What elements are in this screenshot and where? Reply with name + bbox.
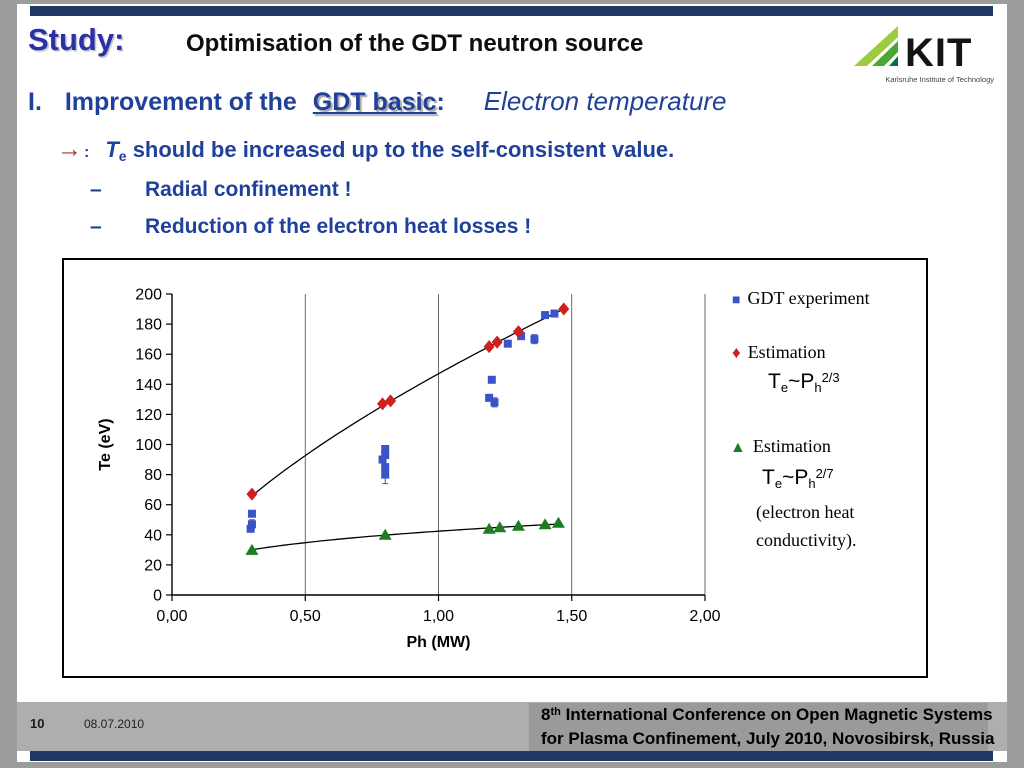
heading-lead: Improvement of the bbox=[64, 88, 297, 116]
legend-experiment-label: GDT experiment bbox=[747, 288, 870, 308]
dash-icon: – bbox=[90, 178, 102, 201]
formula-superscript: 2/3 bbox=[821, 370, 840, 385]
legend-estimation2-label: Estimation bbox=[752, 436, 831, 456]
sub-bullet-text: Radial confinement ! bbox=[145, 178, 352, 201]
formula-symbol: T bbox=[762, 466, 775, 489]
svg-text:80: 80 bbox=[144, 467, 162, 484]
sub-bullet-text: Reduction of the electron heat losses ! bbox=[145, 215, 532, 238]
legend-triangle-marker-icon: ▲ bbox=[730, 439, 746, 456]
te-symbol: T bbox=[105, 137, 119, 162]
svg-text:Te (eV): Te (eV) bbox=[97, 418, 114, 470]
heading-numeral: I. bbox=[28, 88, 42, 116]
conference-box: 8th International Conference on Open Mag… bbox=[529, 703, 995, 751]
svg-text:20: 20 bbox=[144, 557, 162, 574]
svg-text:Ph (MW): Ph (MW) bbox=[407, 634, 471, 651]
conference-number: 8 bbox=[541, 705, 551, 724]
heading-emphasis: Electron temperature bbox=[483, 86, 727, 116]
svg-text:1,00: 1,00 bbox=[423, 608, 454, 625]
formula-symbol: T bbox=[768, 370, 781, 393]
svg-text:2,00: 2,00 bbox=[689, 608, 720, 625]
kit-wordmark: KIT bbox=[905, 31, 973, 75]
kit-logo: KIT Karlsruhe Institute of Technology bbox=[852, 24, 994, 84]
arrow-bullet: →: Te should be increased up to the self-… bbox=[57, 135, 674, 164]
kit-logo-icon bbox=[852, 24, 900, 73]
conference-text: International Conference on Open Magneti… bbox=[560, 705, 993, 724]
svg-text:0,00: 0,00 bbox=[156, 608, 187, 625]
formula-subscript: e bbox=[774, 476, 783, 491]
top-navy-bar bbox=[30, 6, 993, 16]
arrow-icon: → bbox=[57, 135, 82, 163]
svg-text:1,50: 1,50 bbox=[556, 608, 587, 625]
arrow-colon: : bbox=[84, 144, 90, 161]
formula-subscript: h bbox=[814, 380, 822, 395]
formula-superscript: 2/7 bbox=[815, 466, 834, 481]
svg-text:200: 200 bbox=[135, 287, 162, 304]
conference-ordinal: th bbox=[550, 706, 561, 718]
svg-text:0: 0 bbox=[153, 588, 162, 605]
legend-square-marker-icon: ■ bbox=[732, 293, 741, 308]
legend-item-estimation-1: ♦ Estimation bbox=[732, 342, 826, 363]
dash-icon: – bbox=[90, 215, 102, 238]
study-label: Study: bbox=[28, 22, 125, 57]
conference-line-1: 8th International Conference on Open Mag… bbox=[541, 705, 993, 725]
svg-text:60: 60 bbox=[144, 497, 162, 514]
formula-symbol: ~P bbox=[788, 370, 815, 393]
te-ph-chart: 0 20 40 60 80 100 120 140 160 180 200 0,00 0,50 1,00 1… bbox=[62, 258, 928, 678]
legend-estimation1-label: Estimation bbox=[747, 342, 826, 362]
legend-note-line1: (electron heat bbox=[756, 502, 855, 522]
heading-colon: : bbox=[436, 88, 445, 116]
legend-item-estimation-2: ▲ Estimation bbox=[730, 436, 831, 457]
svg-text:180: 180 bbox=[135, 317, 162, 334]
section-heading: I. Improvement of the GDT basic: Electro… bbox=[28, 86, 727, 117]
page-number: 10 bbox=[30, 716, 45, 731]
slide-date: 08.07.2010 bbox=[84, 717, 145, 731]
sub-bullet-heat-losses: – Reduction of the electron heat losses ! bbox=[90, 215, 531, 239]
bottom-navy-bar bbox=[30, 751, 993, 761]
sub-bullet-radial: – Radial confinement ! bbox=[90, 178, 352, 202]
legend-item-experiment: ■ GDT experiment bbox=[732, 288, 870, 309]
formula-symbol: ~P bbox=[782, 466, 809, 489]
legend-note-line2: conductivity). bbox=[756, 530, 857, 550]
legend-formula-1: Te~Ph2/3 bbox=[768, 370, 840, 395]
svg-text:40: 40 bbox=[144, 527, 162, 544]
legend-formula-2: Te~Ph2/7 bbox=[762, 466, 834, 491]
svg-text:0,50: 0,50 bbox=[290, 608, 321, 625]
formula-subscript: h bbox=[808, 476, 816, 491]
svg-text:140: 140 bbox=[135, 377, 162, 394]
svg-text:120: 120 bbox=[135, 407, 162, 424]
svg-text:100: 100 bbox=[135, 437, 162, 454]
arrow-bullet-text: should be increased up to the self-consi… bbox=[126, 137, 675, 162]
conference-line-2: for Plasma Confinement, July 2010, Novos… bbox=[541, 729, 995, 748]
te-ph-chart-svg: 0 20 40 60 80 100 120 140 160 180 200 0,00 0,50 1,00 1… bbox=[97, 287, 721, 652]
kit-subtitle: Karlsruhe Institute of Technology bbox=[885, 75, 994, 84]
legend-diamond-marker-icon: ♦ bbox=[732, 343, 741, 362]
formula-subscript: e bbox=[780, 380, 789, 395]
te-subscript: e bbox=[118, 148, 127, 164]
svg-text:160: 160 bbox=[135, 347, 162, 364]
slide-title: Optimisation of the GDT neutron source bbox=[186, 30, 644, 57]
heading-underlined: GDT basic bbox=[312, 88, 437, 116]
